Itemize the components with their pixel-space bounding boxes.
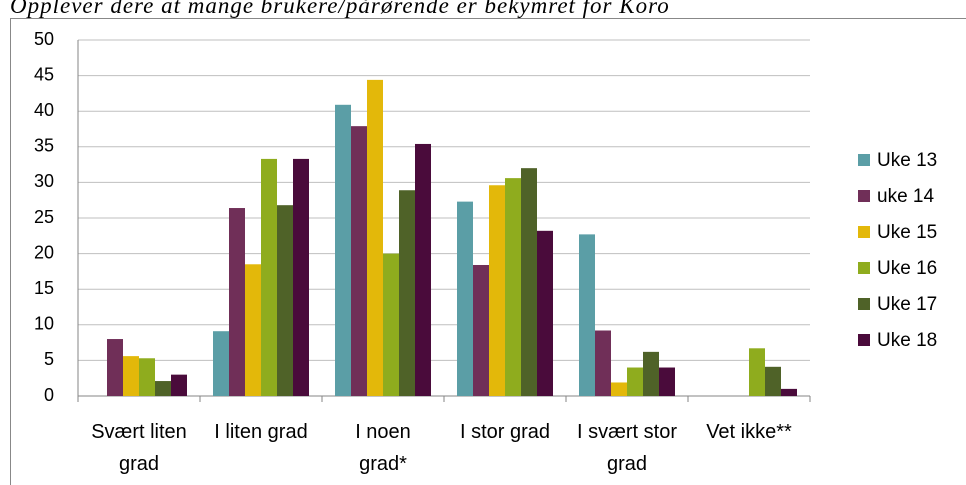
bar	[367, 79, 383, 396]
bar	[383, 253, 399, 396]
y-tick-label: 35	[34, 136, 54, 156]
legend-swatch	[858, 154, 870, 166]
chart-title: Opplever dere at mange brukere/pårørende…	[10, 0, 670, 18]
bar	[765, 366, 781, 396]
legend-label: Uke 17	[877, 294, 937, 315]
y-tick-label: 0	[44, 385, 54, 405]
legend-label: Uke 16	[877, 258, 937, 279]
bar	[579, 234, 595, 396]
bar	[171, 374, 187, 396]
y-tick-label: 15	[34, 278, 54, 298]
x-tick-label: I noen grad*	[355, 421, 411, 475]
y-tick-label: 30	[34, 171, 54, 191]
bar	[505, 178, 521, 396]
bar	[335, 104, 351, 397]
bar	[351, 126, 367, 396]
legend-swatch	[858, 226, 870, 238]
x-tick-label: I liten grad	[214, 421, 308, 443]
bar	[595, 330, 611, 396]
bar	[155, 381, 171, 396]
y-tick-label: 5	[44, 349, 54, 369]
bar	[749, 348, 765, 396]
bar	[123, 356, 139, 396]
chart-frame	[10, 18, 966, 485]
bar	[261, 158, 277, 396]
bar	[521, 168, 537, 396]
bar	[293, 158, 309, 396]
x-tick-label: Svært liten grad	[91, 421, 187, 475]
bar	[659, 367, 675, 396]
bar	[781, 388, 797, 396]
bar	[473, 264, 489, 396]
bar	[611, 382, 627, 396]
bar	[457, 201, 473, 396]
y-tick-label: 25	[34, 207, 54, 227]
bar	[277, 205, 293, 396]
y-tick-label: 20	[34, 242, 54, 262]
legend-label: Uke 13	[877, 150, 937, 171]
bar	[139, 358, 155, 396]
legend-swatch	[858, 262, 870, 274]
legend-label: Uke 15	[877, 222, 937, 243]
bar	[245, 264, 261, 396]
legend-swatch	[858, 298, 870, 310]
y-tick-label: 50	[34, 29, 54, 49]
legend-label: Uke 18	[877, 330, 937, 351]
x-tick-label: I svært stor grad	[576, 421, 677, 475]
x-tick-label: I stor grad	[459, 421, 551, 443]
bar	[415, 143, 431, 396]
bar	[643, 351, 659, 396]
legend-label: uke 14	[877, 186, 934, 207]
legend-swatch	[858, 334, 870, 346]
bar	[213, 331, 229, 396]
bar	[399, 190, 415, 396]
legend-swatch	[858, 190, 870, 202]
bar	[107, 339, 123, 396]
bar	[537, 230, 553, 396]
y-tick-label: 40	[34, 100, 54, 120]
bar	[229, 208, 245, 396]
bar	[627, 367, 643, 396]
y-tick-label: 10	[34, 314, 54, 334]
x-tick-label: Vet ikke**	[706, 421, 792, 443]
bar	[489, 185, 505, 396]
y-tick-label: 45	[34, 64, 54, 84]
